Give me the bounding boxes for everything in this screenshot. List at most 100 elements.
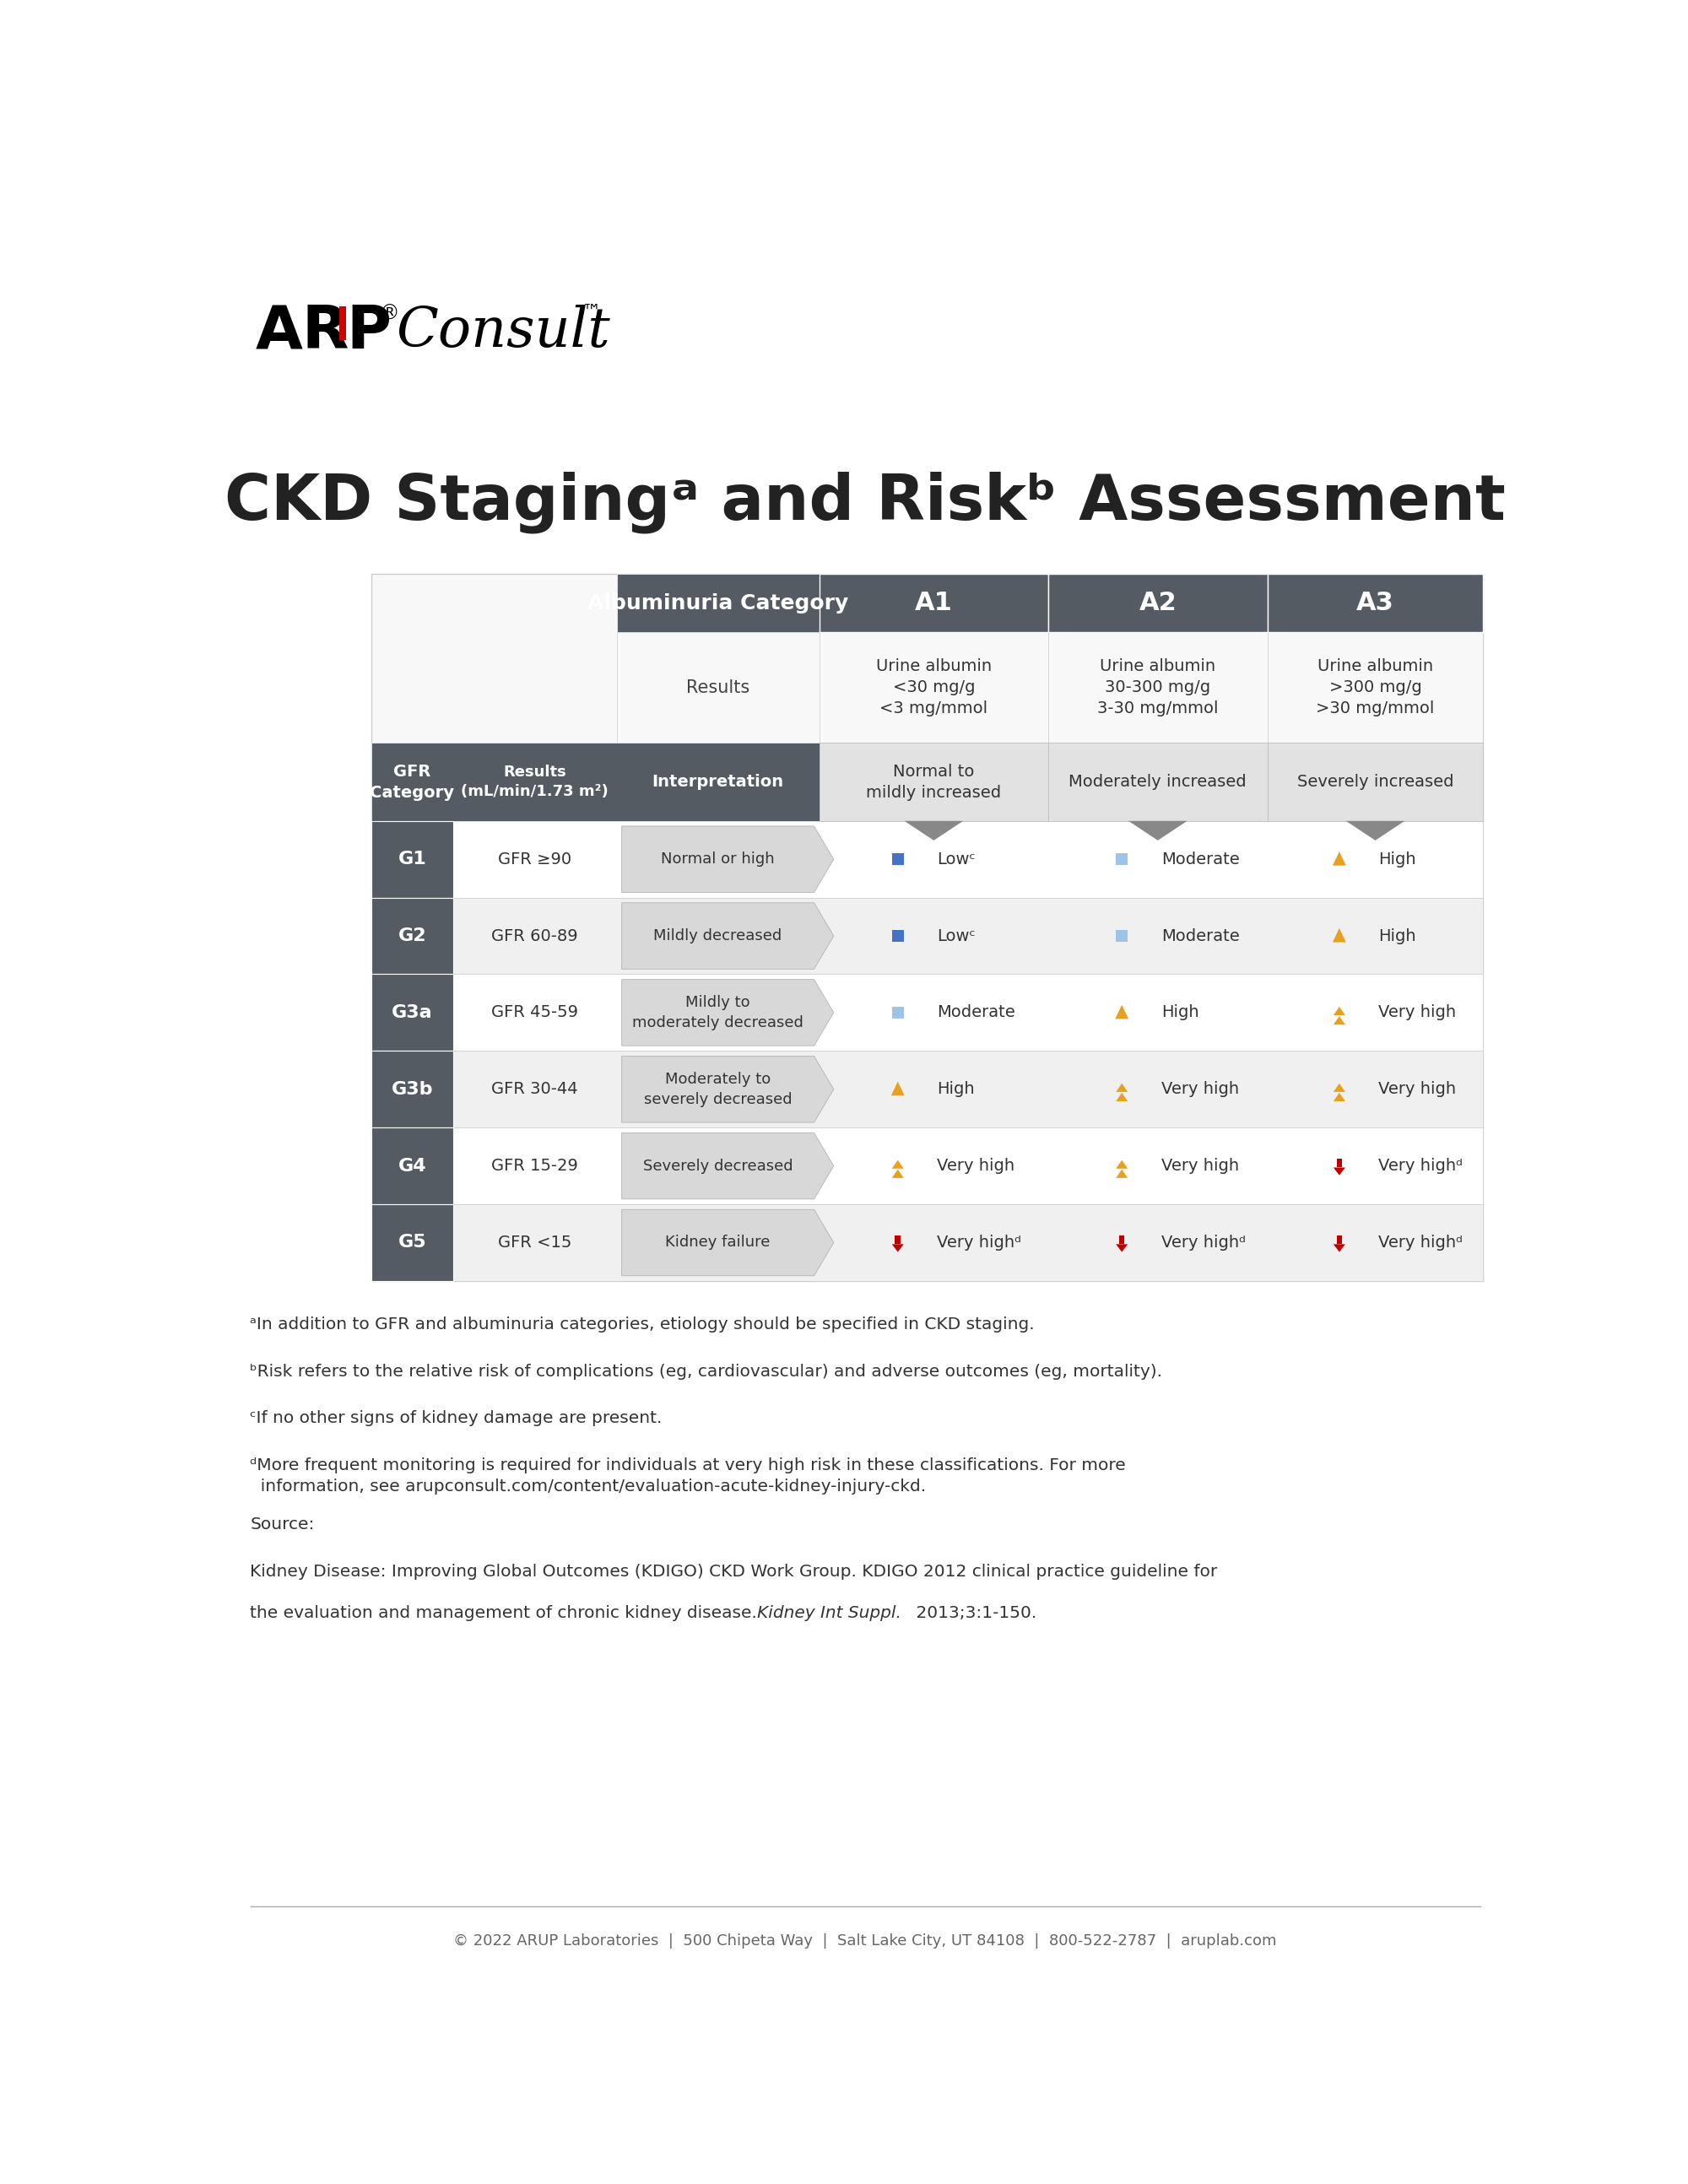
Bar <box>371 821 1484 898</box>
Text: Very highᵈ: Very highᵈ <box>937 1234 1021 1251</box>
Bar <box>1116 854 1128 865</box>
Bar <box>1268 574 1484 633</box>
Polygon shape <box>1337 1236 1342 1245</box>
Text: Normal or high: Normal or high <box>662 852 775 867</box>
Bar <box>819 633 1048 743</box>
Text: High: High <box>1379 852 1416 867</box>
Bar <box>371 743 819 821</box>
Text: GFR 60-89: GFR 60-89 <box>491 928 577 943</box>
Text: High: High <box>1379 928 1416 943</box>
Text: Moderately to
severely decreased: Moderately to severely decreased <box>643 1072 792 1107</box>
Text: ᵇRisk refers to the relative risk of complications (eg, cardiovascular) and adve: ᵇRisk refers to the relative risk of com… <box>250 1363 1163 1380</box>
Text: G4: G4 <box>398 1158 427 1175</box>
Text: Kidney Int Suppl.: Kidney Int Suppl. <box>758 1605 901 1621</box>
Text: A1: A1 <box>915 592 952 616</box>
Text: Severely increased: Severely increased <box>1296 773 1453 791</box>
Text: Mildly to
moderately decreased: Mildly to moderately decreased <box>633 996 803 1031</box>
Polygon shape <box>621 902 834 970</box>
Polygon shape <box>1334 1245 1345 1251</box>
Polygon shape <box>1116 1092 1128 1101</box>
Text: GFR
Category: GFR Category <box>370 764 454 802</box>
Text: Very high: Very high <box>937 1158 1014 1175</box>
Polygon shape <box>905 821 964 841</box>
Polygon shape <box>1334 1092 1345 1101</box>
Text: GFR <15: GFR <15 <box>498 1234 572 1251</box>
Text: High: High <box>937 1081 974 1096</box>
Text: Very high: Very high <box>1379 1005 1457 1020</box>
Bar <box>371 974 1484 1051</box>
Text: Very highᵈ: Very highᵈ <box>1379 1158 1463 1175</box>
Text: Results: Results <box>685 679 749 697</box>
Bar <box>1116 930 1128 941</box>
Bar <box>819 743 1048 821</box>
Text: G3b: G3b <box>392 1081 434 1099</box>
Text: G2: G2 <box>398 928 427 943</box>
Text: GFR 15-29: GFR 15-29 <box>491 1158 579 1175</box>
Polygon shape <box>621 978 834 1046</box>
Bar <box>1048 574 1268 633</box>
Bar <box>371 574 1484 1282</box>
Polygon shape <box>1334 1016 1345 1024</box>
Bar <box>1268 633 1484 743</box>
Text: Kidney failure: Kidney failure <box>665 1234 770 1249</box>
Bar <box>1048 743 1268 821</box>
Bar <box>371 1127 452 1203</box>
Text: CKD Stagingᵃ and Riskᵇ Assessment: CKD Stagingᵃ and Riskᵇ Assessment <box>225 472 1506 533</box>
Bar <box>371 1051 452 1127</box>
Text: Urine albumin
<30 mg/g
<3 mg/mmol: Urine albumin <30 mg/g <3 mg/mmol <box>876 660 991 716</box>
Polygon shape <box>1116 1245 1128 1251</box>
Text: ᵈMore frequent monitoring is required for individuals at very high risk in these: ᵈMore frequent monitoring is required fo… <box>250 1457 1126 1494</box>
Bar <box>891 930 903 941</box>
Bar <box>371 1051 1484 1127</box>
Polygon shape <box>1332 852 1345 865</box>
Text: ™: ™ <box>582 304 601 321</box>
Text: High: High <box>1161 1005 1198 1020</box>
Polygon shape <box>895 1236 901 1245</box>
Text: A2: A2 <box>1139 592 1177 616</box>
Text: Source:: Source: <box>250 1518 314 1533</box>
Text: P: P <box>346 304 392 360</box>
Bar <box>371 974 452 1051</box>
Text: G1: G1 <box>398 852 427 867</box>
Text: AR: AR <box>255 304 349 360</box>
Polygon shape <box>1116 1083 1128 1092</box>
Polygon shape <box>1116 1005 1129 1020</box>
Bar <box>371 821 452 898</box>
Text: Consult: Consult <box>397 306 611 358</box>
Text: Very high: Very high <box>1161 1081 1239 1096</box>
Bar <box>1048 633 1268 743</box>
Polygon shape <box>891 1081 905 1096</box>
Text: GFR ≥90: GFR ≥90 <box>498 852 572 867</box>
Polygon shape <box>1116 1160 1128 1168</box>
Text: Mildly decreased: Mildly decreased <box>653 928 782 943</box>
Polygon shape <box>1332 928 1345 941</box>
Bar <box>371 1203 452 1282</box>
Bar <box>339 306 346 341</box>
Polygon shape <box>1128 821 1187 841</box>
Polygon shape <box>1334 1168 1345 1175</box>
Text: A3: A3 <box>1357 592 1394 616</box>
Text: Severely decreased: Severely decreased <box>643 1158 793 1173</box>
Bar <box>371 898 1484 974</box>
Text: Lowᶜ: Lowᶜ <box>937 928 976 943</box>
Bar <box>819 574 1048 633</box>
Text: ᶜIf no other signs of kidney damage are present.: ᶜIf no other signs of kidney damage are … <box>250 1411 662 1426</box>
Polygon shape <box>1337 1160 1342 1168</box>
Text: Results
(mL/min/1.73 m²): Results (mL/min/1.73 m²) <box>461 764 608 799</box>
Bar <box>616 633 1484 743</box>
Text: Very highᵈ: Very highᵈ <box>1161 1234 1246 1251</box>
Text: ᵃIn addition to GFR and albuminuria categories, etiology should be specified in : ᵃIn addition to GFR and albuminuria cate… <box>250 1317 1035 1332</box>
Polygon shape <box>621 826 834 893</box>
Text: 2013;3:1-150.: 2013;3:1-150. <box>912 1605 1036 1621</box>
Text: © 2022 ARUP Laboratories  |  500 Chipeta Way  |  Salt Lake City, UT 84108  |  80: © 2022 ARUP Laboratories | 500 Chipeta W… <box>454 1933 1276 1948</box>
Polygon shape <box>621 1210 834 1275</box>
Polygon shape <box>1345 821 1404 841</box>
Polygon shape <box>1119 1236 1124 1245</box>
Text: GFR 30-44: GFR 30-44 <box>491 1081 577 1096</box>
Text: Kidney Disease: Improving Global Outcomes (KDIGO) CKD Work Group. KDIGO 2012 cli: Kidney Disease: Improving Global Outcome… <box>250 1564 1217 1579</box>
Polygon shape <box>891 1168 903 1177</box>
Bar <box>1268 743 1484 821</box>
Text: Moderate: Moderate <box>937 1005 1016 1020</box>
Polygon shape <box>891 1245 903 1251</box>
Bar <box>371 898 452 974</box>
